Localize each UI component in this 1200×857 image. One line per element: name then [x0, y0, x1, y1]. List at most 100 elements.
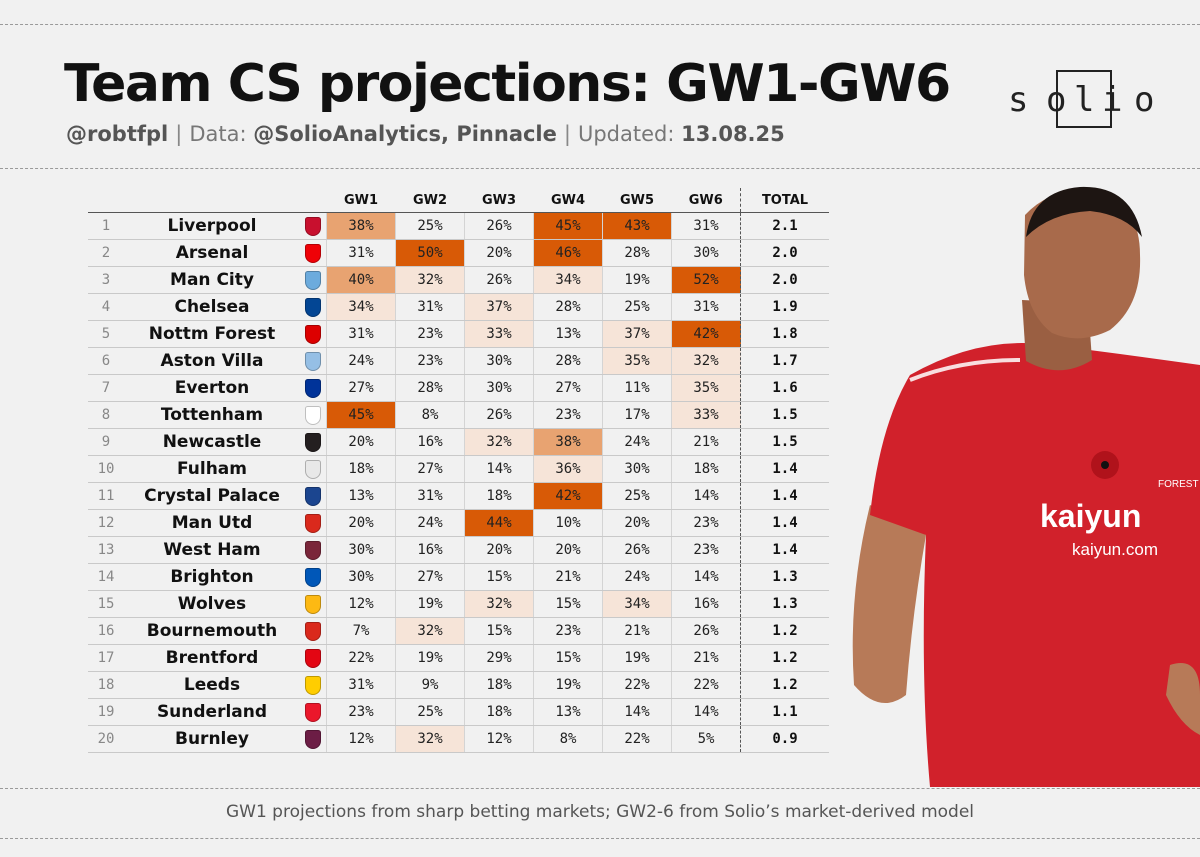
- table-row: 5 Nottm Forest 31% 23% 33% 13% 37% 42% 1.8: [88, 320, 829, 348]
- club-crest-text: FOREST: [1158, 479, 1199, 490]
- crest-cell: [300, 374, 327, 402]
- team-name-cell: Liverpool: [124, 212, 300, 240]
- cs-cell-gw4: 20%: [533, 536, 603, 564]
- rank-cell: 7: [88, 374, 124, 402]
- separator: |: [563, 122, 571, 146]
- team-crest-icon: [305, 513, 321, 533]
- column-header-gw5: GW5: [602, 188, 672, 213]
- column-header-gw3: GW3: [464, 188, 534, 213]
- rank-cell: 9: [88, 428, 124, 456]
- crest-cell: [300, 671, 327, 699]
- total-cell: 1.2: [740, 671, 829, 699]
- total-cell: 1.5: [740, 401, 829, 429]
- author-handle: @robtfpl: [66, 122, 169, 146]
- cs-cell-gw3: 18%: [464, 671, 534, 699]
- cs-cell-gw3: 20%: [464, 536, 534, 564]
- player-head: [1024, 190, 1141, 339]
- cs-cell-gw6: 32%: [671, 347, 741, 375]
- crest-cell: [300, 293, 327, 321]
- projections-table: GW1 GW2 GW3 GW4 GW5 GW6 TOTAL 1 Liverpool…: [88, 188, 829, 753]
- table-row: 13 West Ham 30% 16% 20% 20% 26% 23% 1.4: [88, 536, 829, 564]
- total-cell: 1.5: [740, 428, 829, 456]
- cs-cell-gw6: 21%: [671, 428, 741, 456]
- table-row: 12 Man Utd 20% 24% 44% 10% 20% 23% 1.4: [88, 509, 829, 537]
- team-crest-icon: [305, 540, 321, 560]
- cs-cell-gw5: 28%: [602, 239, 672, 267]
- player-torso-shirt: [870, 343, 1200, 787]
- cs-cell-gw5: 25%: [602, 293, 672, 321]
- rank-cell: 10: [88, 455, 124, 483]
- cs-cell-gw6: 31%: [671, 293, 741, 321]
- rank-header: [88, 188, 124, 213]
- cs-cell-gw4: 34%: [533, 266, 603, 294]
- cs-cell-gw1: 12%: [326, 590, 396, 618]
- total-cell: 1.3: [740, 590, 829, 618]
- team-crest-icon: [305, 432, 321, 452]
- team-name-cell: Wolves: [124, 590, 300, 618]
- team-name-cell: Nottm Forest: [124, 320, 300, 348]
- table-header-row: GW1 GW2 GW3 GW4 GW5 GW6 TOTAL: [88, 188, 829, 213]
- total-cell: 1.2: [740, 644, 829, 672]
- cs-cell-gw1: 23%: [326, 698, 396, 726]
- table-row: 9 Newcastle 20% 16% 32% 38% 24% 21% 1.5: [88, 428, 829, 456]
- team-crest-icon: [305, 351, 321, 371]
- cs-cell-gw4: 42%: [533, 482, 603, 510]
- table-row: 17 Brentford 22% 19% 29% 15% 19% 21% 1.2: [88, 644, 829, 672]
- rank-cell: 15: [88, 590, 124, 618]
- total-cell: 2.0: [740, 266, 829, 294]
- cs-cell-gw4: 13%: [533, 320, 603, 348]
- rank-cell: 20: [88, 725, 124, 753]
- rank-cell: 2: [88, 239, 124, 267]
- player-hair: [1026, 186, 1142, 237]
- crest-cell: [300, 590, 327, 618]
- table-row: 8 Tottenham 45% 8% 26% 23% 17% 33% 1.5: [88, 401, 829, 429]
- table-row: 6 Aston Villa 24% 23% 30% 28% 35% 32% 1.7: [88, 347, 829, 375]
- cs-cell-gw4: 21%: [533, 563, 603, 591]
- column-header-gw1: GW1: [326, 188, 396, 213]
- cs-cell-gw1: 31%: [326, 320, 396, 348]
- cs-cell-gw5: 25%: [602, 482, 672, 510]
- logo-box: [1056, 70, 1112, 128]
- subtitle: @robtfpl | Data: @SolioAnalytics, Pinnacle…: [66, 122, 785, 146]
- cs-cell-gw1: 45%: [326, 401, 396, 429]
- team-crest-icon: [305, 270, 321, 290]
- sponsor-logo: kaiyun: [1040, 498, 1141, 534]
- crest-cell: [300, 509, 327, 537]
- team-crest-icon: [305, 459, 321, 479]
- logo-letter: l: [1074, 80, 1095, 120]
- cs-cell-gw6: 18%: [671, 455, 741, 483]
- team-name-cell: Man Utd: [124, 509, 300, 537]
- team-crest-icon: [305, 405, 321, 425]
- cs-cell-gw2: 27%: [395, 455, 465, 483]
- team-name-cell: Bournemouth: [124, 617, 300, 645]
- table-row: 15 Wolves 12% 19% 32% 15% 34% 16% 1.3: [88, 590, 829, 618]
- cs-cell-gw1: 24%: [326, 347, 396, 375]
- cs-cell-gw2: 32%: [395, 266, 465, 294]
- team-crest-icon: [305, 729, 321, 749]
- crest-cell: [300, 563, 327, 591]
- rank-cell: 16: [88, 617, 124, 645]
- crest-cell: [300, 266, 327, 294]
- cs-cell-gw5: 14%: [602, 698, 672, 726]
- top-divider: [0, 24, 1200, 25]
- crest-cell: [300, 698, 327, 726]
- column-header-total: TOTAL: [740, 188, 829, 213]
- cs-cell-gw6: 14%: [671, 698, 741, 726]
- solio-logo: s o l i o: [1008, 70, 1160, 130]
- total-cell: 1.4: [740, 482, 829, 510]
- cs-cell-gw3: 30%: [464, 347, 534, 375]
- total-cell: 1.7: [740, 347, 829, 375]
- player-right-arm: [852, 505, 926, 703]
- cs-cell-gw2: 27%: [395, 563, 465, 591]
- team-name-cell: Burnley: [124, 725, 300, 753]
- team-name-cell: Brighton: [124, 563, 300, 591]
- cs-cell-gw6: 14%: [671, 563, 741, 591]
- cs-cell-gw4: 23%: [533, 401, 603, 429]
- team-crest-icon: [305, 216, 321, 236]
- cs-cell-gw6: 31%: [671, 212, 741, 240]
- sponsor-url: kaiyun.com: [1072, 540, 1158, 559]
- total-cell: 2.0: [740, 239, 829, 267]
- cs-cell-gw3: 29%: [464, 644, 534, 672]
- total-cell: 1.4: [740, 455, 829, 483]
- logo-letter: i: [1102, 80, 1123, 120]
